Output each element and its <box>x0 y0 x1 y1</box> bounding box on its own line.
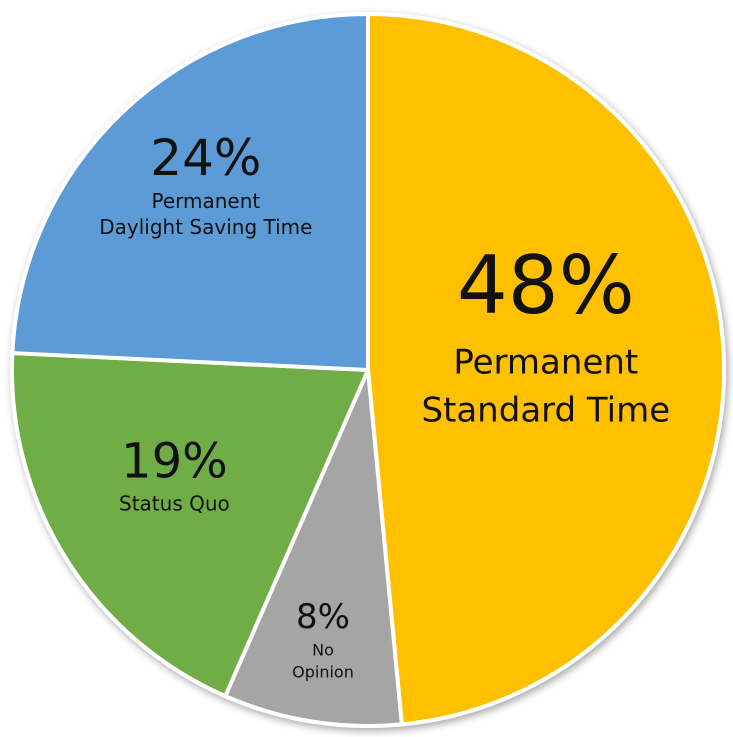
pie-labels: 48% Permanent Standard Time 8% No Opinion 19% S… <box>99 129 670 682</box>
slice-category-label: Standard Time <box>421 390 670 430</box>
pie-slice-3 <box>10 12 370 372</box>
slice-percent-label: 48% <box>457 239 635 332</box>
pie-slice-2 <box>10 351 370 699</box>
slice-category-label: No <box>312 641 334 660</box>
pie-slice-1 <box>223 368 404 728</box>
slice-percent-label: 8% <box>296 597 350 637</box>
slice-category-label: Daylight Saving Time <box>99 215 312 239</box>
slice-percent-label: 24% <box>150 129 261 187</box>
pie-slices <box>10 12 726 728</box>
slice-category-label: Permanent <box>453 342 638 382</box>
slice-percent-label: 19% <box>121 433 228 489</box>
slice-category-label: Permanent <box>151 189 260 213</box>
pie-slice-0 <box>366 12 726 727</box>
slice-category-label: Status Quo <box>119 492 230 516</box>
slice-category-label: Opinion <box>292 663 354 682</box>
